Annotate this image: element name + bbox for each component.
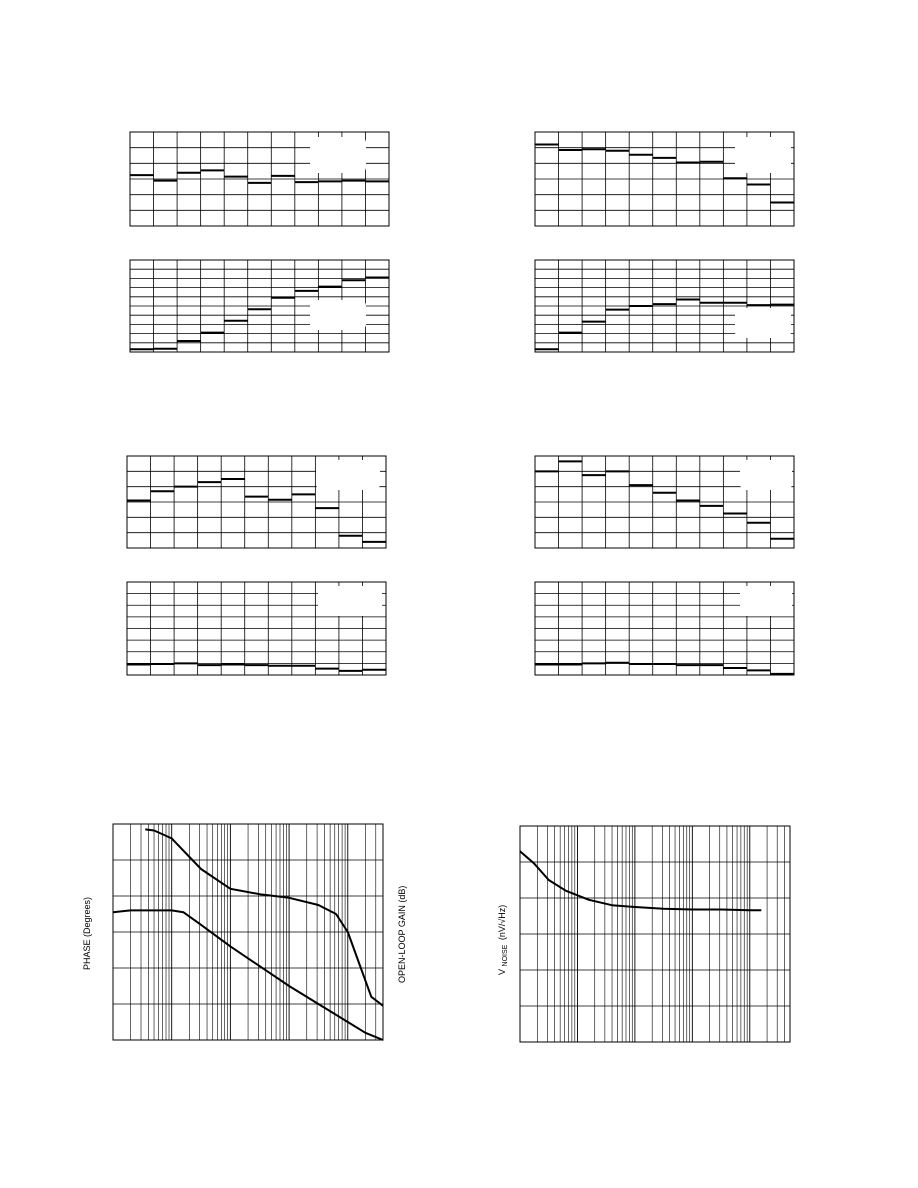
- plot-frame: [534, 455, 795, 549]
- plot-frame: [534, 259, 795, 353]
- plot-frame: [534, 581, 795, 676]
- noise-ylabel-sub: NOISE: [502, 944, 509, 966]
- chart-g: [126, 581, 387, 676]
- plot-frame: [129, 259, 390, 353]
- plot-frame: [126, 581, 387, 676]
- noise-ylabel: V NOISE (nV/√Hz): [497, 905, 509, 975]
- plot-frame: [129, 131, 390, 227]
- noise-ylabel-unit: (nV/√Hz): [497, 905, 507, 940]
- legend-box: [735, 137, 791, 173]
- chart-a: [129, 131, 390, 227]
- plot-frame: [112, 823, 384, 1041]
- chart-c: [129, 259, 390, 353]
- chart-b: [534, 131, 795, 227]
- bode-ylabel-left: PHASE (Degrees): [82, 897, 92, 970]
- plot-frame: [126, 455, 387, 549]
- chart-d: [534, 259, 795, 353]
- plot-frame: [534, 131, 795, 227]
- noise-ylabel-v: V: [497, 969, 507, 975]
- chart-bode: [112, 823, 384, 1041]
- legend-box: [740, 586, 792, 616]
- legend-box: [310, 137, 366, 173]
- series-line-0: [145, 828, 384, 1007]
- series-line-0: [519, 850, 762, 912]
- legend-box: [740, 460, 792, 490]
- legend-box: [316, 460, 380, 490]
- legend-box: [318, 586, 382, 616]
- legend-box: [310, 300, 366, 330]
- chart-h: [534, 581, 795, 676]
- chart-f: [534, 455, 795, 549]
- legend-box: [735, 308, 791, 338]
- bode-ylabel-right: OPEN-LOOP GAIN (dB): [397, 886, 407, 983]
- chart-noise: [519, 825, 791, 1043]
- plot-frame: [519, 825, 791, 1043]
- chart-e: [126, 455, 387, 549]
- series-line-1: [112, 909, 384, 1041]
